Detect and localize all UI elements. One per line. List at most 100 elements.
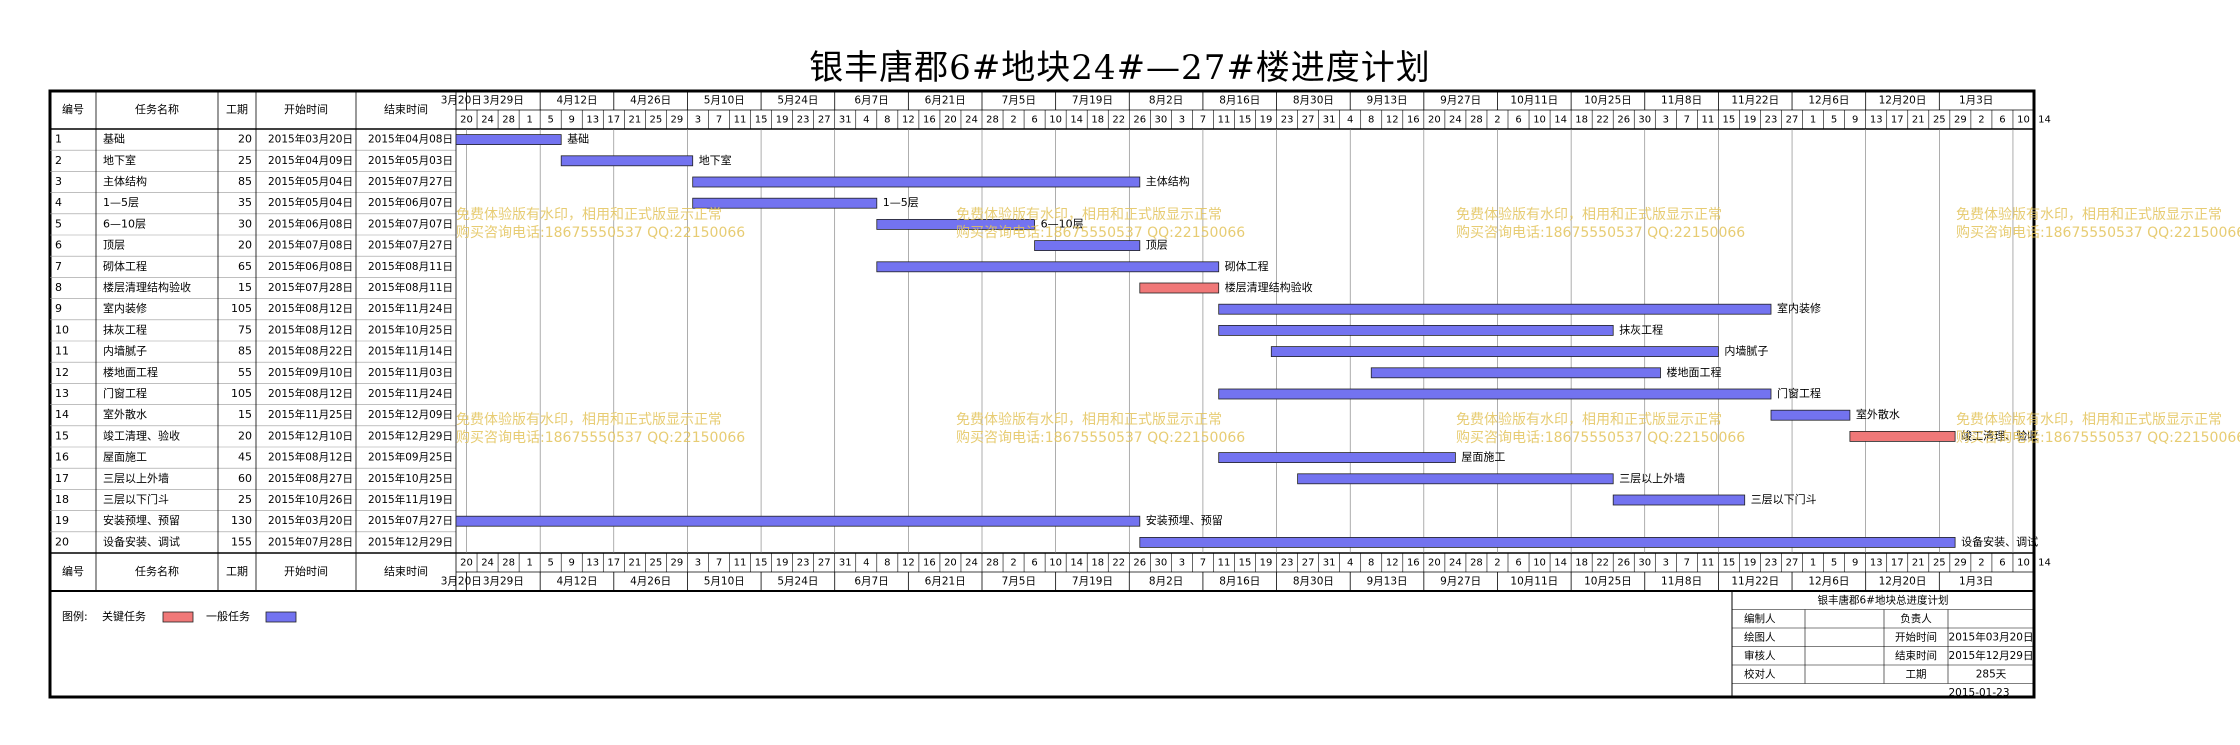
- task-bar: [1218, 303, 1772, 315]
- day-label: 15: [755, 115, 768, 126]
- day-label-footer: 15: [755, 558, 768, 569]
- task-bar-label: 屋面施工: [1461, 451, 1505, 464]
- task-bar: [455, 515, 1141, 527]
- day-label-footer: 11: [734, 558, 747, 569]
- day-label: 11: [734, 115, 747, 126]
- day-label-footer: 23: [1765, 558, 1778, 569]
- watermark-line1: 免费体验版有水印，相用和正式版显示正常: [1956, 412, 2222, 428]
- task-duration: 15: [238, 408, 252, 421]
- task-bar-label: 门窗工程: [1777, 386, 1821, 400]
- day-label: 31: [1323, 115, 1336, 126]
- task-duration: 105: [231, 302, 252, 315]
- day-label: 9: [1852, 115, 1858, 126]
- watermark-line1: 免费体验版有水印，相用和正式版显示正常: [956, 207, 1222, 223]
- day-label: 17: [1891, 115, 1904, 126]
- watermark-line2: 购买咨询电话:18675550537 QQ:22150066: [956, 225, 1245, 241]
- watermark-line1: 免费体验版有水印，相用和正式版显示正常: [1456, 412, 1722, 428]
- task-name: 竣工清理、验收: [103, 428, 180, 442]
- task-duration: 20: [238, 429, 252, 442]
- week-label: 3月29日: [483, 95, 524, 107]
- day-label: 20: [944, 115, 957, 126]
- task-bar: [1218, 452, 1456, 464]
- day-label: 14: [2038, 115, 2051, 126]
- watermark-line1: 免费体验版有水印，相用和正式版显示正常: [1456, 207, 1722, 223]
- day-label-footer: 16: [923, 558, 936, 569]
- day-label-footer: 20: [1428, 558, 1441, 569]
- task-id: 16: [55, 451, 69, 464]
- task-bar-label: 三层以下门斗: [1751, 492, 1817, 506]
- week-label-footer: 6月21日: [925, 576, 966, 588]
- task-bar-label: 1—5层: [883, 196, 919, 209]
- day-label-footer: 2: [1494, 558, 1500, 569]
- task-start: 2015年06月08日: [268, 217, 353, 230]
- week-label-footer: 1月3日: [1959, 576, 1993, 588]
- task-name: 设备安装、调试: [103, 534, 180, 548]
- task-start: 2015年08月22日: [268, 345, 353, 358]
- task-bar-label: 室外散水: [1856, 407, 1900, 421]
- task-end: 2015年07月27日: [368, 514, 453, 527]
- day-label-footer: 30: [1154, 558, 1167, 569]
- task-id: 6: [55, 239, 62, 252]
- day-label: 22: [1112, 115, 1125, 126]
- week-label: 6月7日: [854, 95, 888, 107]
- day-label: 27: [1786, 115, 1799, 126]
- task-duration: 15: [238, 281, 252, 294]
- task-id: 17: [55, 472, 69, 485]
- day-label: 29: [1954, 115, 1967, 126]
- task-bar: [876, 261, 1220, 273]
- day-label: 19: [1260, 115, 1273, 126]
- day-label-footer: 4: [863, 558, 869, 569]
- task-bar-label: 楼地面工程: [1667, 365, 1722, 379]
- day-label: 6: [1031, 115, 1037, 126]
- week-label: 6月21日: [925, 95, 966, 107]
- week-label-footer: 9月27日: [1440, 576, 1481, 588]
- week-label: 7月5日: [1002, 95, 1036, 107]
- day-label-footer: 21: [1912, 558, 1925, 569]
- week-label: 8月16日: [1219, 95, 1260, 107]
- week-label-footer: 3月20日: [441, 576, 482, 588]
- task-start: 2015年08月12日: [268, 387, 353, 400]
- week-label-footer: 11月8日: [1661, 576, 1702, 588]
- day-label: 27: [1302, 115, 1315, 126]
- task-end: 2015年04月08日: [368, 133, 453, 146]
- week-label: 10月11日: [1510, 95, 1558, 107]
- day-label-footer: 16: [1407, 558, 1420, 569]
- task-bar-label: 楼层清理结构验收: [1225, 280, 1313, 294]
- week-label-footer: 3月29日: [483, 576, 524, 588]
- day-label: 18: [1575, 115, 1588, 126]
- task-end: 2015年11月24日: [368, 387, 453, 400]
- day-label: 28: [502, 115, 515, 126]
- legend-normal-swatch: [265, 611, 297, 623]
- task-start: 2015年08月12日: [268, 323, 353, 336]
- day-label: 11: [1702, 115, 1715, 126]
- week-label: 5月24日: [777, 95, 818, 107]
- task-start: 2015年11月25日: [268, 408, 353, 421]
- day-label: 2: [1010, 115, 1016, 126]
- footer-header-duration: 工期: [226, 565, 248, 578]
- week-label-footer: 5月24日: [777, 576, 818, 588]
- task-start: 2015年07月28日: [268, 281, 353, 294]
- day-label: 5: [1831, 115, 1837, 126]
- info-field-value: 2015年12月29日: [1949, 649, 2034, 662]
- day-label: 24: [481, 115, 494, 126]
- day-label-footer: 17: [1891, 558, 1904, 569]
- task-bar: [692, 176, 1141, 188]
- task-end: 2015年09月25日: [368, 451, 453, 464]
- day-label-footer: 3: [1179, 558, 1185, 569]
- chart-title: 银丰唐郡6#地块24#—27#楼进度计划: [809, 48, 1431, 88]
- task-bar-label: 主体结构: [1146, 174, 1190, 188]
- task-name: 顶层: [103, 239, 125, 252]
- week-label-footer: 8月30日: [1293, 576, 1334, 588]
- day-label: 28: [1470, 115, 1483, 126]
- task-duration: 130: [231, 514, 252, 527]
- day-label-footer: 10: [1533, 558, 1546, 569]
- day-label: 30: [1154, 115, 1167, 126]
- week-label: 11月22日: [1731, 95, 1779, 107]
- task-duration: 30: [238, 217, 252, 230]
- day-label: 22: [1596, 115, 1609, 126]
- task-name: 室内装修: [103, 301, 147, 315]
- day-label-footer: 14: [1070, 558, 1083, 569]
- day-label-footer: 15: [1239, 558, 1252, 569]
- watermark-line1: 免费体验版有水印，相用和正式版显示正常: [456, 207, 722, 223]
- day-label-footer: 13: [1870, 558, 1883, 569]
